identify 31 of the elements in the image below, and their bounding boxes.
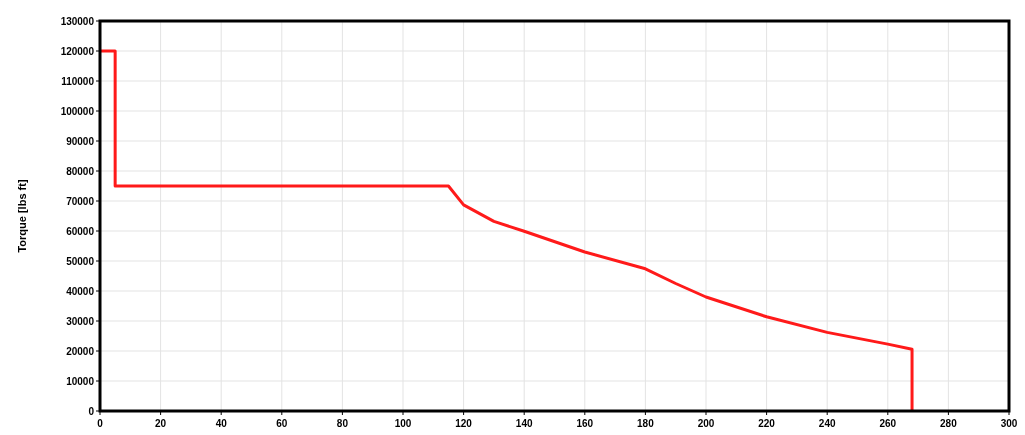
x-tick-label: 300 — [1000, 418, 1018, 429]
x-tick-label: 60 — [276, 418, 288, 429]
y-tick-label: 60000 — [66, 225, 95, 237]
x-tick-label: 40 — [215, 418, 228, 429]
x-tick-label: 0 — [97, 418, 104, 429]
x-tick-label: 260 — [879, 418, 897, 429]
y-tick-label: 0 — [88, 405, 95, 417]
x-tick-label: 140 — [515, 418, 533, 429]
y-tick-label: 20000 — [66, 345, 95, 357]
x-tick-label: 80 — [336, 418, 349, 429]
x-tick-label: 240 — [818, 418, 836, 429]
y-tick-label: 80000 — [66, 165, 95, 177]
x-tick-label: 160 — [576, 418, 594, 429]
x-tick-label: 120 — [455, 418, 473, 429]
x-tick-label: 280 — [940, 418, 958, 429]
y-tick-label: 70000 — [66, 195, 95, 207]
y-tick-label: 50000 — [66, 255, 95, 267]
y-tick-label: 30000 — [66, 315, 95, 327]
y-tick-label: 120000 — [60, 45, 95, 57]
y-tick-label: 90000 — [66, 135, 95, 147]
x-tick-label: 220 — [758, 418, 776, 429]
x-tick-label: 100 — [394, 418, 412, 429]
x-tick-label: 20 — [155, 418, 167, 429]
y-axis-title: Torque [lbs ft] — [16, 179, 28, 253]
x-tick-label: 180 — [637, 418, 655, 429]
y-tick-label: 130000 — [60, 15, 95, 27]
x-tick-label: 200 — [697, 418, 715, 429]
y-tick-label: 40000 — [66, 285, 95, 297]
y-tick-label: 10000 — [66, 375, 95, 387]
y-tick-label: 110000 — [61, 75, 95, 87]
y-tick-label: 100000 — [60, 105, 95, 117]
